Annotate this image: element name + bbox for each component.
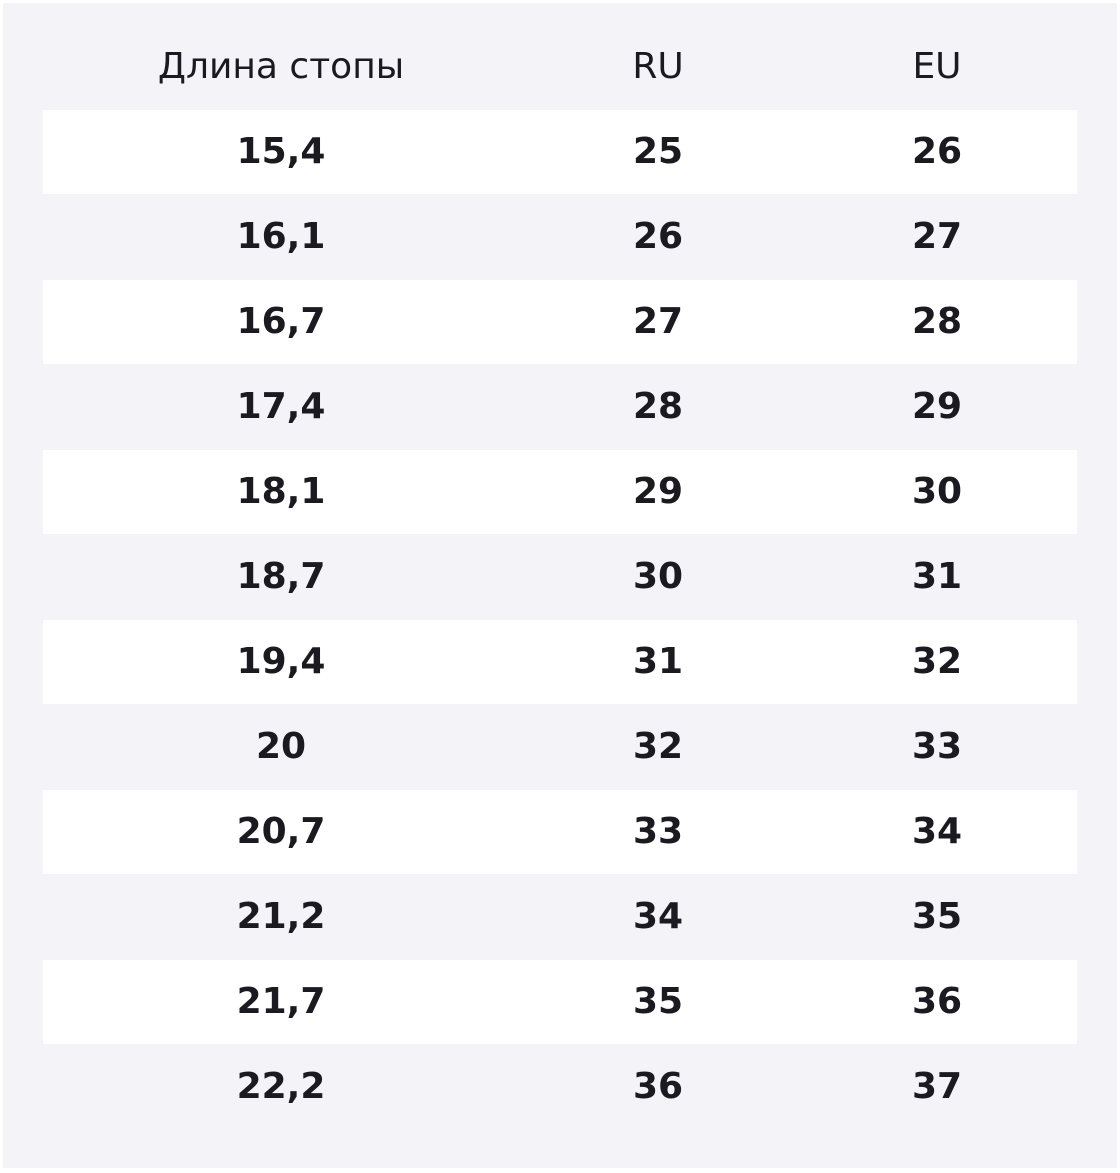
table-row bbox=[43, 450, 1077, 534]
table-cell: 28 bbox=[911, 301, 963, 342]
table-cell: 16,1 bbox=[236, 216, 326, 257]
table-row bbox=[43, 790, 1077, 874]
table-cell: 33 bbox=[911, 726, 963, 767]
table-cell: 36 bbox=[911, 981, 963, 1022]
table-cell: 30 bbox=[632, 556, 684, 597]
table-cell: 35 bbox=[632, 981, 684, 1022]
table-cell: 21,7 bbox=[236, 981, 326, 1022]
table-cell: 18,7 bbox=[236, 556, 326, 597]
table-cell: 21,2 bbox=[236, 896, 326, 937]
table-row bbox=[43, 280, 1077, 364]
table-cell: 37 bbox=[911, 1066, 963, 1107]
table-cell: 31 bbox=[632, 641, 684, 682]
column-header: RU bbox=[632, 46, 684, 87]
table-cell: 20,7 bbox=[236, 811, 326, 852]
table-cell: 30 bbox=[911, 471, 963, 512]
table-cell: 35 bbox=[911, 896, 963, 937]
column-header: EU bbox=[912, 46, 962, 87]
table-cell: 27 bbox=[911, 216, 963, 257]
table-cell: 17,4 bbox=[236, 386, 326, 427]
column-header: Длина стопы bbox=[157, 46, 405, 87]
table-row bbox=[43, 960, 1077, 1044]
table-cell: 28 bbox=[632, 386, 684, 427]
size-table: Длина стопы RU EU 15,4 25 26 16,1 26 27 16,7 27 28 1… bbox=[3, 3, 1117, 1168]
table-cell: 18,1 bbox=[236, 471, 326, 512]
table-row bbox=[43, 110, 1077, 194]
table-cell: 22,2 bbox=[236, 1066, 326, 1107]
table-cell: 31 bbox=[911, 556, 963, 597]
table-cell: 19,4 bbox=[236, 641, 326, 682]
table-cell: 26 bbox=[632, 216, 684, 257]
table-cell: 29 bbox=[911, 386, 963, 427]
table-row bbox=[43, 620, 1077, 704]
table-cell: 33 bbox=[632, 811, 684, 852]
table-cell: 27 bbox=[632, 301, 684, 342]
table-cell: 32 bbox=[632, 726, 684, 767]
table-cell: 34 bbox=[632, 896, 684, 937]
table-cell: 32 bbox=[911, 641, 963, 682]
table-cell: 15,4 bbox=[236, 131, 326, 172]
table-cell: 36 bbox=[632, 1066, 684, 1107]
table-cell: 34 bbox=[911, 811, 963, 852]
table-cell: 29 bbox=[632, 471, 684, 512]
table-cell: 25 bbox=[632, 131, 684, 172]
table-cell: 20 bbox=[255, 726, 307, 767]
table-cell: 16,7 bbox=[236, 301, 326, 342]
table-cell: 26 bbox=[911, 131, 963, 172]
